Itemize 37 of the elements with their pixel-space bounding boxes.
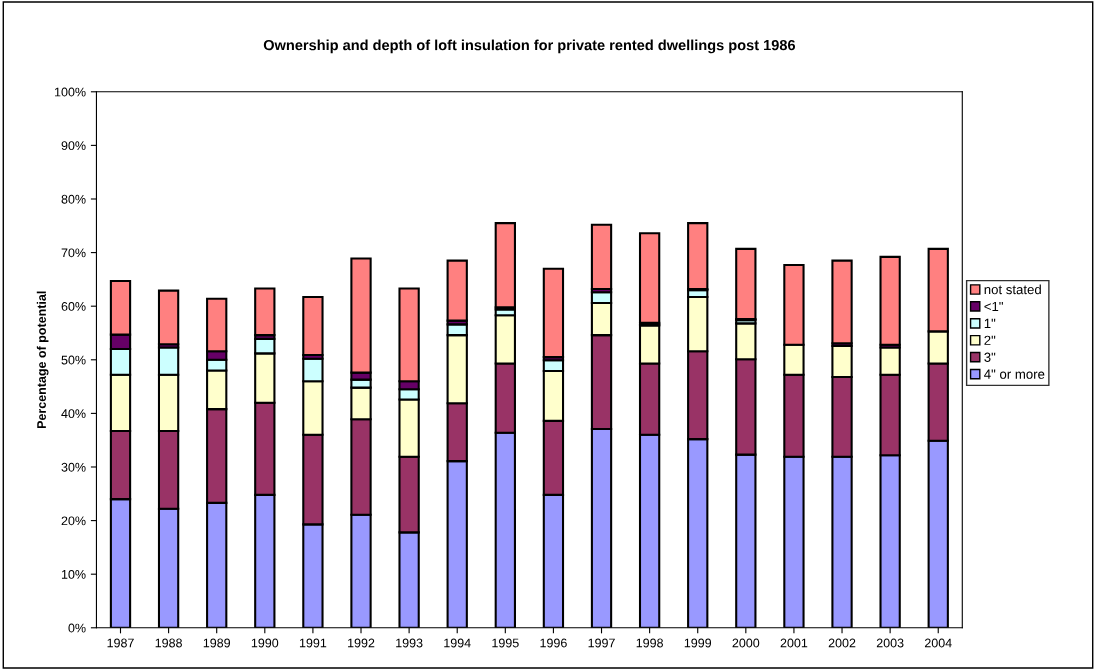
y-tick-label: 90% bbox=[61, 141, 86, 151]
legend-label: 3" bbox=[984, 352, 996, 362]
y-tick-label: 50% bbox=[61, 355, 86, 365]
y-tick-label: 40% bbox=[61, 409, 86, 419]
x-tick-label: 1994 bbox=[444, 638, 471, 648]
legend-label: <1" bbox=[984, 301, 1003, 312]
x-tick-label: 2002 bbox=[828, 638, 856, 648]
y-tick-label: 60% bbox=[61, 301, 86, 311]
x-tick-label: 1995 bbox=[492, 638, 519, 648]
x-tick-label: 1991 bbox=[299, 638, 327, 648]
y-tick-label: 0% bbox=[68, 623, 86, 633]
x-tick-label: 2000 bbox=[732, 638, 760, 648]
chart-title: Ownership and depth of loft insulation for private rented dwellings post 1986 bbox=[263, 39, 796, 54]
legend-label: 4" or more bbox=[984, 369, 1045, 379]
x-tick-label: 1989 bbox=[203, 638, 231, 648]
x-tick-label: 1987 bbox=[107, 638, 134, 648]
y-tick-label: 70% bbox=[61, 248, 86, 258]
x-tick-label: 1990 bbox=[251, 638, 279, 648]
x-tick-label: 1992 bbox=[348, 638, 375, 648]
y-tick-label: 10% bbox=[61, 569, 86, 579]
x-tick-label: 2003 bbox=[876, 638, 904, 648]
x-tick-label: 1998 bbox=[636, 638, 663, 648]
legend-label: not stated bbox=[984, 284, 1041, 295]
y-axis-title: Percentage of potential bbox=[36, 291, 49, 429]
y-tick-label: 30% bbox=[61, 462, 86, 472]
x-tick-label: 1997 bbox=[588, 638, 615, 648]
y-tick-label: 20% bbox=[61, 516, 86, 526]
x-tick-label: 2001 bbox=[780, 638, 808, 648]
y-tick-label: 100% bbox=[55, 87, 86, 97]
legend-label: 2" bbox=[984, 335, 996, 345]
x-tick-label: 1996 bbox=[540, 638, 567, 648]
x-tick-label: 2004 bbox=[924, 638, 952, 648]
legend-label: 1" bbox=[984, 318, 996, 328]
x-tick-label: 1999 bbox=[684, 638, 712, 648]
x-tick-label: 1988 bbox=[155, 638, 182, 648]
y-tick-label: 80% bbox=[61, 194, 86, 204]
x-tick-label: 1993 bbox=[396, 638, 423, 648]
